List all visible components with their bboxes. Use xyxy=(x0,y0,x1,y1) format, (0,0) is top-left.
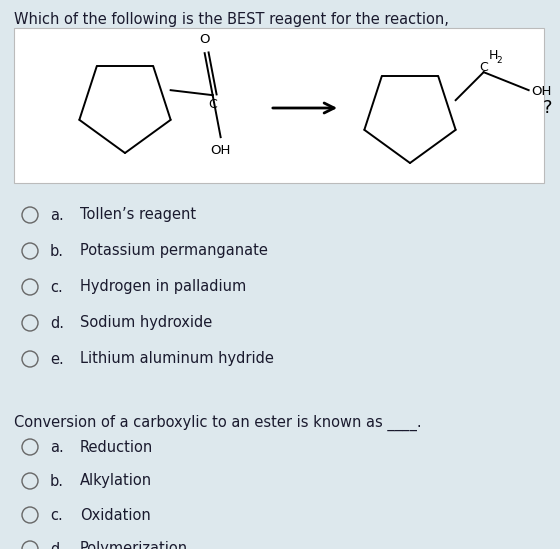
Text: O: O xyxy=(199,33,210,46)
Text: Polymerization: Polymerization xyxy=(80,541,188,549)
Text: Conversion of a carboxylic to an ester is known as ____.: Conversion of a carboxylic to an ester i… xyxy=(14,415,422,431)
Text: H: H xyxy=(489,49,498,62)
Text: Hydrogen in palladium: Hydrogen in palladium xyxy=(80,279,246,294)
Text: C: C xyxy=(208,98,217,111)
Text: c.: c. xyxy=(50,279,63,294)
Text: a.: a. xyxy=(50,440,64,455)
Text: Tollen’s reagent: Tollen’s reagent xyxy=(80,208,196,222)
Text: ?: ? xyxy=(543,99,553,117)
FancyBboxPatch shape xyxy=(14,28,544,183)
Text: C: C xyxy=(479,61,488,74)
Text: 2: 2 xyxy=(497,56,502,65)
Circle shape xyxy=(22,351,38,367)
Circle shape xyxy=(22,243,38,259)
Text: a.: a. xyxy=(50,208,64,222)
Text: d.: d. xyxy=(50,541,64,549)
Text: Potassium permanganate: Potassium permanganate xyxy=(80,244,268,259)
Circle shape xyxy=(22,541,38,549)
Text: b.: b. xyxy=(50,473,64,489)
Text: e.: e. xyxy=(50,351,64,367)
Text: OH: OH xyxy=(211,144,231,157)
Text: c.: c. xyxy=(50,507,63,523)
Circle shape xyxy=(22,279,38,295)
Text: Oxidation: Oxidation xyxy=(80,507,151,523)
Circle shape xyxy=(22,507,38,523)
Text: d.: d. xyxy=(50,316,64,330)
Circle shape xyxy=(22,207,38,223)
Text: OH: OH xyxy=(531,85,552,98)
Text: b.: b. xyxy=(50,244,64,259)
Text: Alkylation: Alkylation xyxy=(80,473,152,489)
Text: Lithium aluminum hydride: Lithium aluminum hydride xyxy=(80,351,274,367)
Text: Which of the following is the BEST reagent for the reaction,: Which of the following is the BEST reage… xyxy=(14,12,449,27)
Text: Reduction: Reduction xyxy=(80,440,153,455)
Circle shape xyxy=(22,473,38,489)
Circle shape xyxy=(22,439,38,455)
Circle shape xyxy=(22,315,38,331)
Text: Sodium hydroxide: Sodium hydroxide xyxy=(80,316,212,330)
